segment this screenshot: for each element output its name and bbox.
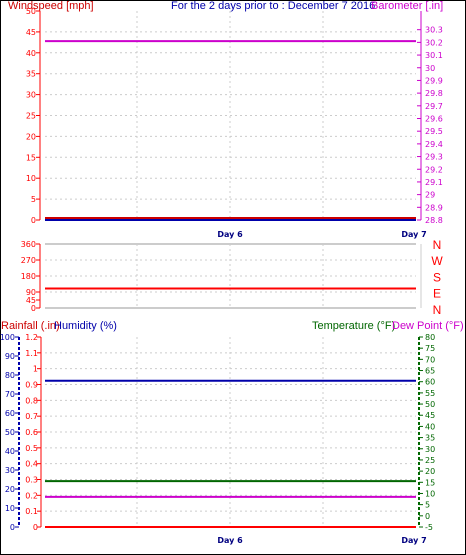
temperature-axis-tick-label: 5 <box>425 501 430 510</box>
humidity-title: Humidity (%) <box>54 320 117 332</box>
windspeed-axis-tick-label: 5 <box>31 195 36 204</box>
rainfall-axis-tick-label: 0.5 <box>25 444 38 453</box>
barometer-axis-tick-label: 29.1 <box>425 178 443 187</box>
wind-x-tick-label: Day 7 <box>401 230 426 239</box>
temperature-axis-tick-label: 55 <box>425 389 435 398</box>
wind-chart-grid <box>45 11 416 221</box>
humidity-axis-tick-label: 30 <box>5 466 15 475</box>
windspeed-axis-tick-label: 30 <box>26 91 36 100</box>
windspeed-axis-tick-label: 50 <box>26 7 36 16</box>
rainfall-axis-tick-label: 0 <box>33 523 38 532</box>
barometer-axis-tick-label: 30.2 <box>425 38 443 47</box>
rainfall-axis-tick-label: 0.3 <box>25 476 38 485</box>
barometer-title: Barometer [.in] <box>371 0 444 12</box>
humidity-axis-tick-label: 20 <box>5 485 15 494</box>
humidity-axis-tick-label: 40 <box>5 447 15 456</box>
rainfall-title: Rainfall (.in) <box>1 320 60 332</box>
weather-x-tick-label: Day 7 <box>401 536 426 545</box>
windspeed-axis-tick-label: 0 <box>31 216 36 225</box>
barometer-axis-tick-label: 29.5 <box>425 127 443 136</box>
barometer-axis-tick-label: 29.7 <box>425 102 443 111</box>
direction-axis-tick-label: 270 <box>21 256 36 265</box>
temperature-axis-tick-label: 15 <box>425 478 435 487</box>
wind-x-tick-label: Day 6 <box>217 230 243 239</box>
compass-label: N <box>433 238 442 252</box>
humidity-axis-tick-label: 70 <box>5 390 15 399</box>
direction-axis-tick-label: 90 <box>26 288 36 297</box>
humidity-axis-tick-label: 0 <box>10 523 15 532</box>
rainfall-axis-tick-label: 1.1 <box>25 349 38 358</box>
direction-chart-grid <box>45 244 416 309</box>
rainfall-axis-tick-label: 1 <box>33 365 38 374</box>
barometer-axis-tick-label: 29.9 <box>425 76 443 85</box>
temperature-title: Temperature (°F) <box>312 320 396 332</box>
humidity-axis-tick-label: 80 <box>5 371 15 380</box>
temperature-axis-tick-label: 65 <box>425 367 435 376</box>
barometer-axis-tick-label: 29.6 <box>425 115 443 124</box>
barometer-axis-tick-label: 29.4 <box>425 140 443 149</box>
temperature-axis-tick-label: 70 <box>425 355 435 364</box>
temperature-axis-tick-label: 0 <box>425 512 430 521</box>
barometer-axis-tick-label: 30.3 <box>425 26 443 35</box>
windspeed-axis-tick-label: 35 <box>26 70 36 79</box>
rainfall-axis-tick-label: 0.9 <box>25 381 38 390</box>
windspeed-axis-tick-label: 20 <box>26 132 36 141</box>
barometer-axis-tick-label: 29 <box>425 191 435 200</box>
barometer-axis-tick-label: 29.8 <box>425 89 443 98</box>
direction-axis-tick-label: 180 <box>21 272 36 281</box>
direction-axis-tick-label: 360 <box>21 240 36 249</box>
compass-label: S <box>433 270 441 284</box>
barometer-axis-tick-label: 29.3 <box>425 153 443 162</box>
windspeed-axis-tick-label: 40 <box>26 49 36 58</box>
windspeed-title: Windspeed [mph] <box>8 0 94 12</box>
rainfall-axis-tick-label: 0.7 <box>25 412 38 421</box>
compass-label: W <box>431 254 443 268</box>
rainfall-axis-tick-label: 0.8 <box>25 396 38 405</box>
humidity-axis-tick-label: 100 <box>0 333 15 342</box>
rainfall-axis-tick-label: 0.1 <box>25 507 38 516</box>
temperature-axis-tick-label: 20 <box>425 467 435 476</box>
temperature-axis-tick-label: 40 <box>425 422 435 431</box>
temperature-axis-tick-label: 60 <box>425 378 435 387</box>
compass-label: E <box>433 287 441 301</box>
direction-axis-tick-label: 0 <box>31 304 36 313</box>
temperature-axis-tick-label: -5 <box>425 523 433 532</box>
barometer-axis-tick-label: 28.9 <box>425 203 443 212</box>
humidity-axis-tick-label: 10 <box>5 504 15 513</box>
temperature-axis-tick-label: 75 <box>425 344 435 353</box>
rainfall-axis-tick-label: 0.6 <box>25 428 38 437</box>
temperature-axis-tick-label: 50 <box>425 400 435 409</box>
temperature-axis-tick-label: 80 <box>425 333 435 342</box>
temperature-axis-tick-label: 25 <box>425 456 435 465</box>
barometer-axis-tick-label: 30.1 <box>425 51 443 60</box>
rainfall-axis-tick-label: 0.2 <box>25 491 38 500</box>
period-title: For the 2 days prior to : December 7 201… <box>171 0 376 12</box>
windspeed-axis-tick-label: 25 <box>26 112 36 121</box>
compass-label: N <box>433 303 442 317</box>
humidity-axis-tick-label: 90 <box>5 352 15 361</box>
windspeed-axis-tick-label: 15 <box>26 153 36 162</box>
temperature-axis-tick-label: 45 <box>425 411 435 420</box>
humidity-axis-tick-label: 50 <box>5 428 15 437</box>
rainfall-axis-tick-label: 1.2 <box>25 333 38 342</box>
temperature-axis-tick-label: 10 <box>425 489 435 498</box>
windspeed-axis-tick-label: 10 <box>26 174 36 183</box>
weather-x-tick-label: Day 6 <box>217 536 243 545</box>
barometer-axis-tick-label: 28.8 <box>425 216 443 225</box>
direction-axis-tick-label: 45 <box>26 296 36 305</box>
windspeed-axis-tick-label: 45 <box>26 28 36 37</box>
barometer-axis-tick-label: 30 <box>425 64 435 73</box>
dew-point-title: Dew Point (°F) <box>392 320 464 332</box>
temperature-axis-tick-label: 30 <box>425 445 435 454</box>
weather-chart-grid <box>45 337 416 528</box>
barometer-axis-tick-label: 29.2 <box>425 165 443 174</box>
rainfall-axis-tick-label: 0.4 <box>25 460 38 469</box>
humidity-axis-tick-label: 60 <box>5 409 15 418</box>
temperature-axis-tick-label: 35 <box>425 434 435 443</box>
